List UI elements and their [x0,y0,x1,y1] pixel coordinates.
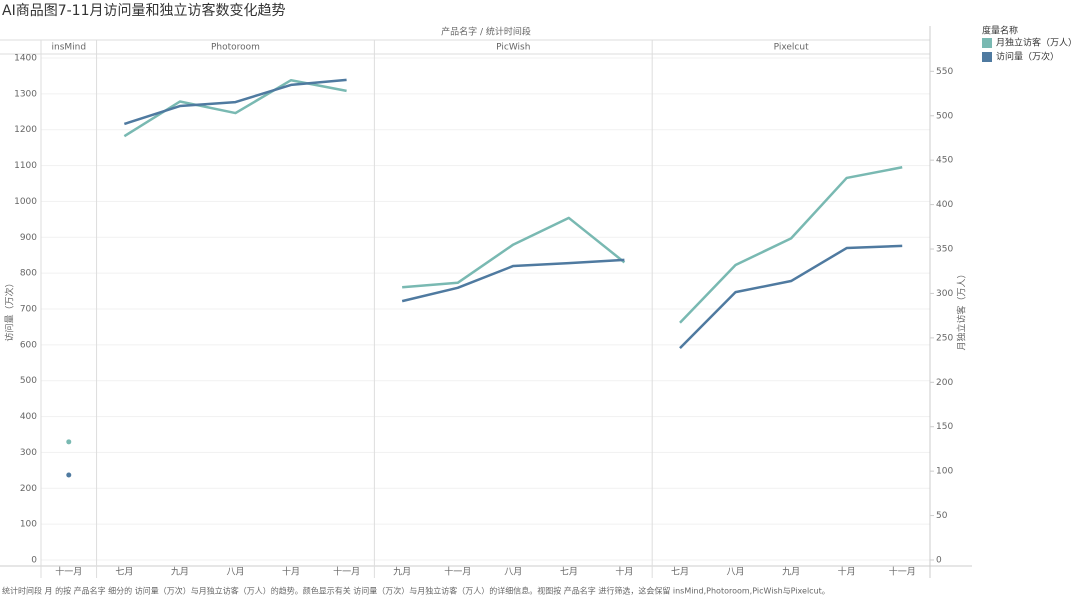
y2-tick-label: 500 [936,111,953,121]
y-tick-label: 200 [20,484,37,494]
caption: 统计时间段 月 的按 产品名字 细分的 访问量（万次）与月独立访客（万人）的趋势… [2,586,830,596]
y-tick-label: 300 [20,448,37,458]
x-tick-label: 九月 [171,567,189,578]
y2-tick-label: 100 [936,467,953,477]
y2-tick-label: 200 [936,378,953,388]
series-line [679,166,903,324]
y2-tick-label: 550 [936,67,953,77]
y-tick-label: 900 [20,233,37,243]
y-tick-label: 100 [20,520,37,530]
y-tick-label: 1000 [14,197,37,207]
x-tick-label: 十月 [615,566,633,578]
point [66,472,72,478]
x-tick-label: 七月 [115,567,133,578]
series-line [401,258,625,303]
point [66,439,72,445]
y2-tick-label: 400 [936,200,953,210]
y-tick-label: 1300 [14,89,37,99]
y2-tick-label: 300 [936,289,953,299]
x-tick-label: 八月 [504,567,522,578]
series-line [123,78,347,126]
panel-label: Photoroom [211,43,260,53]
x-tick-label: 九月 [782,567,800,578]
y-axis-title: 访问量（万次） [4,278,16,341]
panel-label: Pixelcut [774,43,809,53]
column-header: 产品名字 / 统计时间段 [441,26,531,38]
y2-tick-label: 150 [936,422,953,432]
y-tick-label: 500 [20,376,37,386]
y2-tick-label: 250 [936,333,953,343]
panel-label: PicWish [496,43,530,53]
y-tick-label: 700 [20,305,37,315]
x-tick-label: 十一月 [55,566,82,578]
legend-swatch [982,52,992,62]
y2-tick-label: 0 [936,556,942,566]
y-tick-label: 0 [31,556,37,566]
x-tick-label: 十一月 [333,566,360,578]
series-line [123,78,347,138]
x-tick-label: 十月 [838,566,856,578]
legend-swatch [982,38,992,48]
y-tick-label: 1200 [14,125,37,135]
chart-title: AI商品图7-11月访问量和独立访客数变化趋势 [2,2,285,19]
y-tick-label: 1100 [14,161,37,171]
x-tick-label: 八月 [727,567,745,578]
y2-tick-label: 350 [936,245,953,255]
y-tick-label: 600 [20,340,37,350]
series-line [679,244,903,349]
legend-label: 访问量（万次） [996,51,1059,63]
panel-label: insMind [51,43,86,53]
x-tick-label: 八月 [226,567,244,578]
x-tick-label: 七月 [671,567,689,578]
x-tick-label: 十月 [282,566,300,578]
y-tick-label: 400 [20,412,37,422]
legend-title: 度量名称 [982,25,1018,37]
y2-tick-label: 450 [936,156,953,166]
x-tick-label: 七月 [560,567,578,578]
x-tick-label: 九月 [393,567,411,578]
y-tick-label: 800 [20,269,37,279]
y2-tick-label: 50 [936,511,948,521]
series-line [402,216,626,289]
y-tick-label: 1400 [14,54,37,64]
y2-axis-title: 月独立访客（万人） [956,269,968,350]
x-tick-label: 十一月 [889,566,916,578]
x-tick-label: 十一月 [444,566,471,578]
legend-label: 月独立访客（万人） [996,37,1077,49]
